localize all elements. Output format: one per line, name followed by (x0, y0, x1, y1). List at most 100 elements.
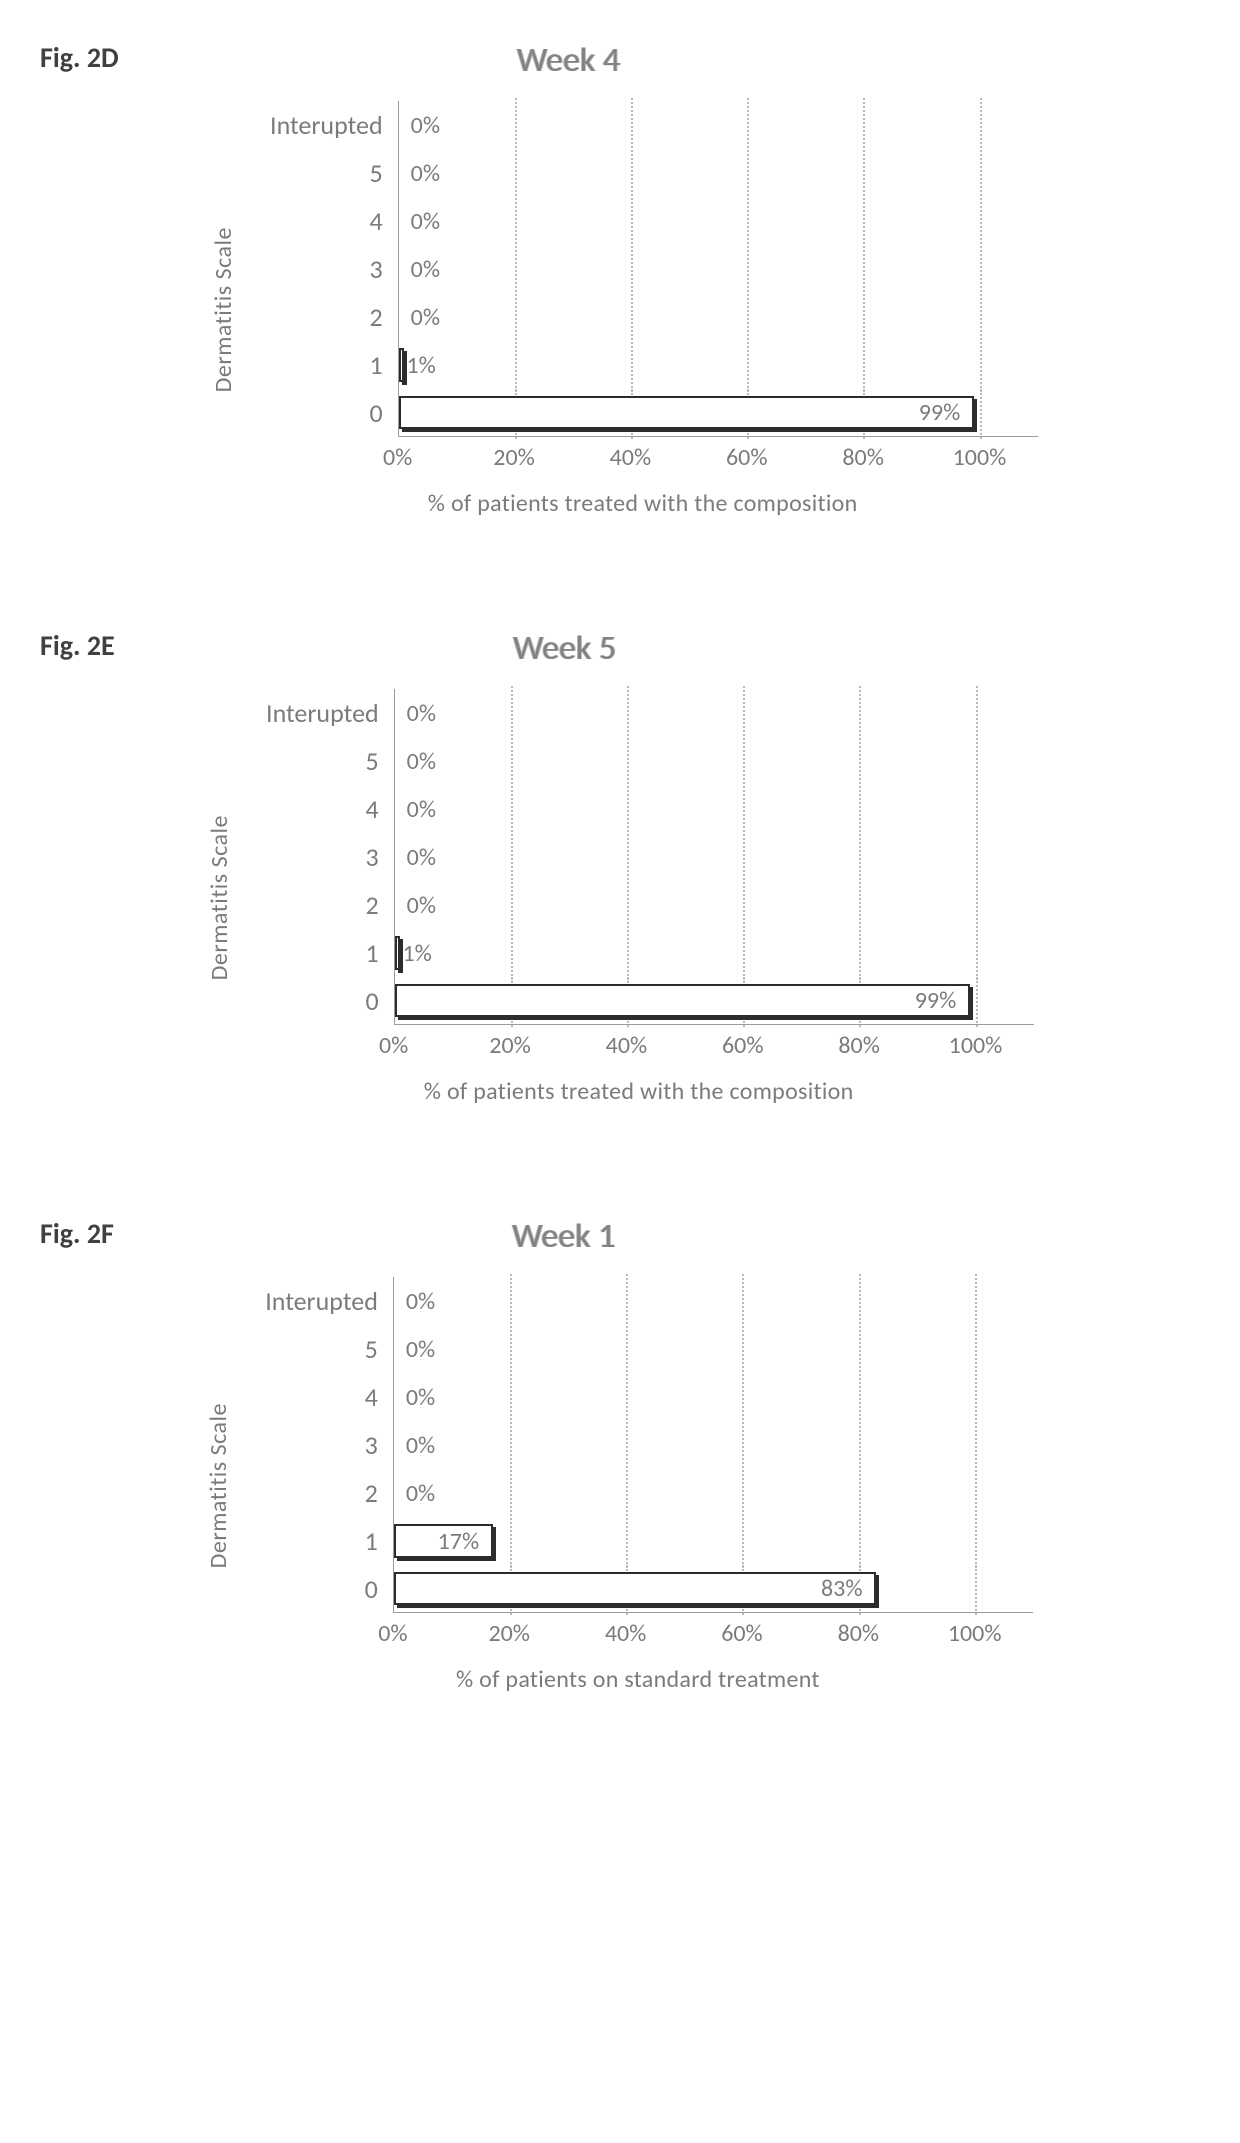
gridline (510, 1274, 512, 1328)
gridline (510, 1370, 512, 1424)
gridline (859, 926, 861, 980)
plot-row: 30% (243, 1421, 1033, 1469)
gridline (980, 98, 982, 152)
plot-row: Interupted0% (243, 1277, 1033, 1325)
gridline (863, 338, 865, 392)
plot-row: 40% (243, 1373, 1033, 1421)
category-label: 1 (248, 349, 398, 381)
gridline (743, 830, 745, 884)
gridline (859, 686, 861, 740)
gridline (515, 98, 517, 152)
plot-area: 0% (398, 197, 1038, 245)
bar (399, 348, 405, 382)
x-tick-label: 80% (838, 1031, 879, 1060)
gridline (515, 338, 517, 392)
gridline (631, 338, 633, 392)
x-ticks: 0%20%40%60%80%100% (398, 443, 1038, 483)
gridline (976, 686, 978, 740)
x-axis-label: % of patients treated with the compositi… (244, 1077, 1034, 1106)
gridline (515, 146, 517, 200)
gridline (515, 242, 517, 296)
gridline (627, 926, 629, 980)
gridline (511, 782, 513, 836)
gridline (859, 734, 861, 788)
chart: Week 1Dermatitis ScaleInterupted0%50%40%… (204, 1216, 1033, 1694)
gridline (980, 194, 982, 248)
chart: Week 5Dermatitis ScaleInterupted0%50%40%… (205, 628, 1034, 1106)
gridline (742, 1466, 744, 1520)
plot-area: 0% (394, 689, 1034, 737)
bar (395, 936, 401, 970)
gridline (742, 1370, 744, 1424)
gridline (863, 290, 865, 344)
plot-row: 50% (244, 737, 1034, 785)
value-label: 0% (406, 1287, 435, 1316)
gridline (743, 878, 745, 932)
plot-area: 0% (393, 1277, 1033, 1325)
gridline (863, 242, 865, 296)
gridline (975, 1370, 977, 1424)
category-label: Interupted (244, 697, 394, 729)
x-tick-label: 40% (610, 443, 651, 472)
value-label: 0% (411, 207, 440, 236)
category-label: 2 (244, 889, 394, 921)
gridline (631, 242, 633, 296)
value-label: 17% (438, 1527, 479, 1556)
figure-label: Fig. 2D (40, 40, 119, 75)
x-tick-label: 0% (383, 443, 412, 472)
plot-row: 50% (248, 149, 1038, 197)
category-label: 5 (243, 1333, 393, 1365)
value-label: 0% (411, 111, 440, 140)
plot-row: 117% (243, 1517, 1033, 1565)
chart: Week 4Dermatitis ScaleInterupted0%50%40%… (209, 40, 1038, 518)
x-tick-label: 40% (605, 1619, 646, 1648)
gridline (511, 686, 513, 740)
gridline (515, 194, 517, 248)
gridline (742, 1322, 744, 1376)
plot-row: 11% (248, 341, 1038, 389)
x-tick-label: 100% (949, 1031, 1003, 1060)
gridline (747, 194, 749, 248)
x-tick-label: 80% (838, 1619, 879, 1648)
x-tick-label: 60% (726, 443, 767, 472)
gridline (626, 1514, 628, 1568)
x-tick-label: 0% (379, 1031, 408, 1060)
category-label: 0 (243, 1573, 393, 1605)
category-label: Interupted (248, 109, 398, 141)
plot-row: 083% (243, 1565, 1033, 1613)
gridline (980, 146, 982, 200)
gridline (510, 1466, 512, 1520)
gridline (975, 1562, 977, 1615)
value-label: 0% (406, 1479, 435, 1508)
figure-label: Fig. 2F (40, 1216, 114, 1251)
plot-row: 30% (248, 245, 1038, 293)
plot-row: Interupted 0% (244, 689, 1034, 737)
x-tick-label: 60% (721, 1619, 762, 1648)
gridline (515, 290, 517, 344)
x-ticks: 0%20%40%60%80%100% (393, 1619, 1033, 1659)
gridline (510, 1322, 512, 1376)
gridline (859, 1322, 861, 1376)
plot-row: 2 0% (244, 881, 1034, 929)
value-label: 0% (407, 891, 436, 920)
category-label: 3 (243, 1429, 393, 1461)
plot-area: 0% (393, 1469, 1033, 1517)
value-label: 0% (411, 159, 440, 188)
category-label: 4 (243, 1381, 393, 1413)
plot-area: 83% (393, 1565, 1033, 1613)
gridline (626, 1466, 628, 1520)
value-label: 0% (407, 795, 436, 824)
plot-area: 99% (398, 389, 1038, 437)
gridline (511, 830, 513, 884)
x-tick-label: 80% (842, 443, 883, 472)
bar (394, 1572, 876, 1605)
gridline (747, 338, 749, 392)
value-label: 0% (407, 699, 436, 728)
gridline (975, 1274, 977, 1328)
gridline (859, 782, 861, 836)
value-label: 99% (915, 986, 956, 1015)
bar (395, 984, 970, 1017)
gridline (626, 1418, 628, 1472)
y-axis-label: Dermatitis Scale (209, 227, 238, 392)
plot-area: 0% (393, 1325, 1033, 1373)
